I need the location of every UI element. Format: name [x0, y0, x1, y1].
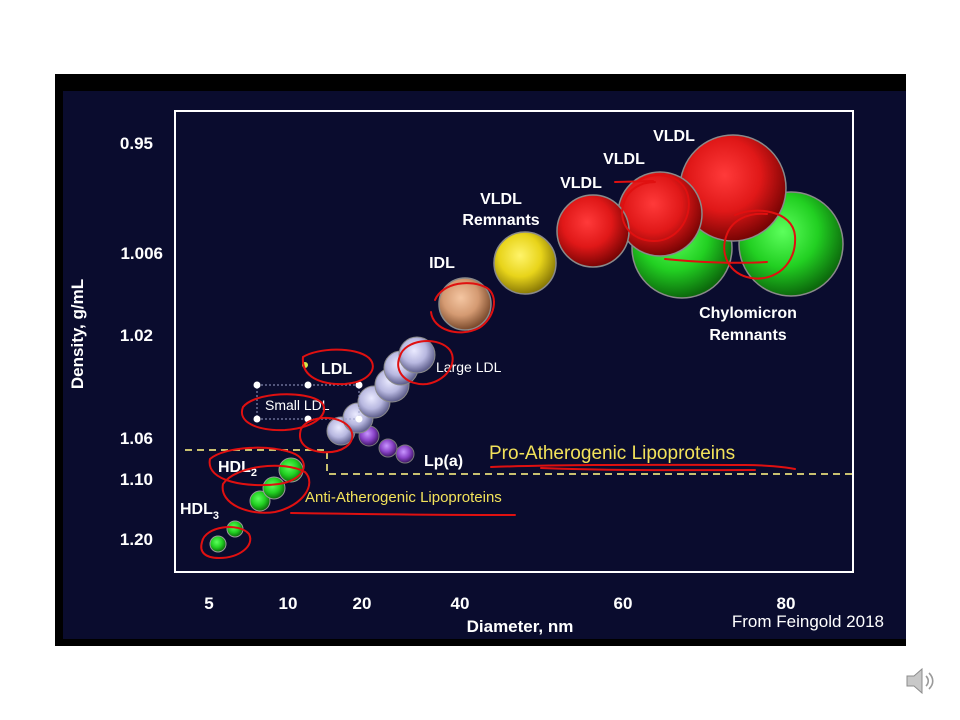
region-label-pro-atherogenic: Pro-Atherogenic Lipoproteins: [489, 443, 735, 464]
x-tick-label: 5: [204, 594, 213, 613]
ink-circle-small-ldl-particles: [299, 416, 354, 454]
vldl-label: VLDL: [560, 175, 602, 192]
slide-frame: 0.95 1.006 1.02 1.06 1.10 1.20 5 10 20 4…: [55, 74, 906, 646]
red-ink-annotations: [200, 174, 797, 559]
ink-underline-vldl: [614, 180, 654, 183]
hdl-particle: [262, 476, 286, 500]
y-axis-ticks: 0.95 1.006 1.02 1.06 1.10 1.20: [120, 134, 163, 549]
vldl-particle: [556, 194, 630, 268]
ink-underline-pro-2: [540, 467, 756, 472]
density-diameter-chart: 0.95 1.006 1.02 1.06 1.10 1.20 5 10 20 4…: [63, 91, 906, 639]
ink-circle-chylo: [723, 209, 797, 280]
y-tick-label: 0.95: [120, 134, 153, 153]
x-tick-label: 10: [279, 594, 298, 613]
selection-handle[interactable]: [355, 415, 363, 423]
text-selection-handles[interactable]: [253, 381, 363, 423]
lpa-particle: [395, 444, 415, 464]
region-label-anti-atherogenic: Anti-Atherogenic Lipoproteins: [305, 489, 502, 506]
hdl-text: HDL: [180, 501, 213, 518]
y-axis-title: Density, g/mL: [68, 279, 87, 389]
ink-circle-vldl: [621, 174, 690, 243]
selection-handle[interactable]: [355, 381, 363, 389]
chylomicron-remnants-label: Remnants: [709, 327, 786, 344]
ink-underline-anti: [290, 512, 516, 516]
hdl-particle: [209, 535, 227, 553]
ink-underline-pro: [490, 463, 796, 470]
vldl-label: VLDL: [653, 128, 695, 145]
x-tick-label: 20: [353, 594, 372, 613]
lpa-label: Lp(a): [424, 453, 463, 470]
small-ldl-label: Small LDL: [265, 397, 330, 413]
plot-frame: [174, 110, 854, 573]
lpa-particle: [378, 438, 398, 458]
x-tick-label: 40: [451, 594, 470, 613]
y-tick-label: 1.006: [120, 244, 163, 263]
vldl-remnants-label: Remnants: [462, 212, 539, 229]
large-ldl-label: Large LDL: [436, 359, 502, 375]
idl-particle: [438, 277, 492, 331]
x-tick-label: 60: [614, 594, 633, 613]
hdl-particle: [249, 490, 271, 512]
selection-handle[interactable]: [253, 415, 261, 423]
ink-circle-ldl: [301, 348, 374, 386]
vldl-remnants-label: VLDL: [480, 191, 522, 208]
selection-handle[interactable]: [304, 381, 312, 389]
hdl3-subscript: 3: [213, 510, 219, 522]
speaker-body-icon: [906, 667, 923, 695]
x-axis-title: Diameter, nm: [467, 617, 574, 636]
hdl3-label: HDL3: [180, 501, 219, 522]
hdl2-subscript: 2: [251, 467, 257, 479]
y-tick-label: 1.20: [120, 530, 153, 549]
ink-line-chylo: [664, 258, 768, 264]
sound-wave-icon: [925, 675, 930, 687]
y-tick-label: 1.06: [120, 429, 153, 448]
ldl-label: LDL: [321, 361, 352, 378]
ink-circle-large-ldl: [397, 340, 454, 386]
x-axis-ticks: 5 10 20 40 60 80: [204, 594, 795, 613]
speaker-icon[interactable]: [904, 666, 938, 696]
source-credit: From Feingold 2018: [732, 612, 884, 631]
y-tick-label: 1.10: [120, 470, 153, 489]
x-tick-label: 80: [777, 594, 796, 613]
ink-circle-idl: [430, 282, 495, 334]
vldl-remnant-particle: [493, 231, 557, 295]
y-tick-label: 1.02: [120, 326, 153, 345]
chylomicron-remnants-label: Chylomicron: [699, 305, 797, 322]
idl-label: IDL: [429, 255, 455, 272]
ink-circle-hdl-cluster: [221, 464, 311, 514]
ink-circle-hdl3: [200, 526, 252, 559]
vldl-label: VLDL: [603, 151, 645, 168]
selection-handle[interactable]: [253, 381, 261, 389]
vldl-particle: [617, 171, 703, 257]
sound-wave-icon: [928, 672, 934, 690]
